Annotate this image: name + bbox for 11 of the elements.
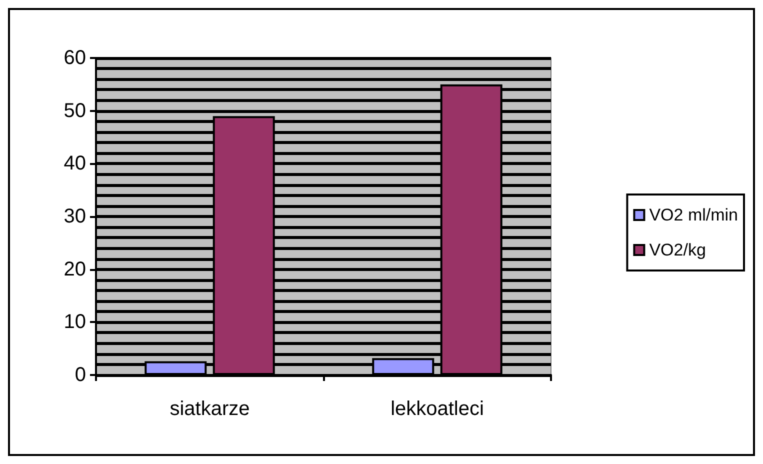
legend-label: VO2/kg [649, 240, 706, 260]
y-tick-label: 60 [64, 47, 86, 69]
legend-label: VO2 ml/min [649, 206, 738, 224]
y-tick-label: 40 [64, 152, 86, 175]
y-tick-label: 10 [64, 311, 86, 334]
y-tick-label: 0 [74, 364, 86, 386]
y-tick-label: 30 [64, 206, 86, 228]
x-tick-label: lekkoatleci [390, 398, 484, 420]
y-tick-label: 20 [64, 258, 86, 280]
y-tick-label: 50 [64, 100, 86, 122]
x-tick-label: siatkarze [170, 398, 250, 420]
